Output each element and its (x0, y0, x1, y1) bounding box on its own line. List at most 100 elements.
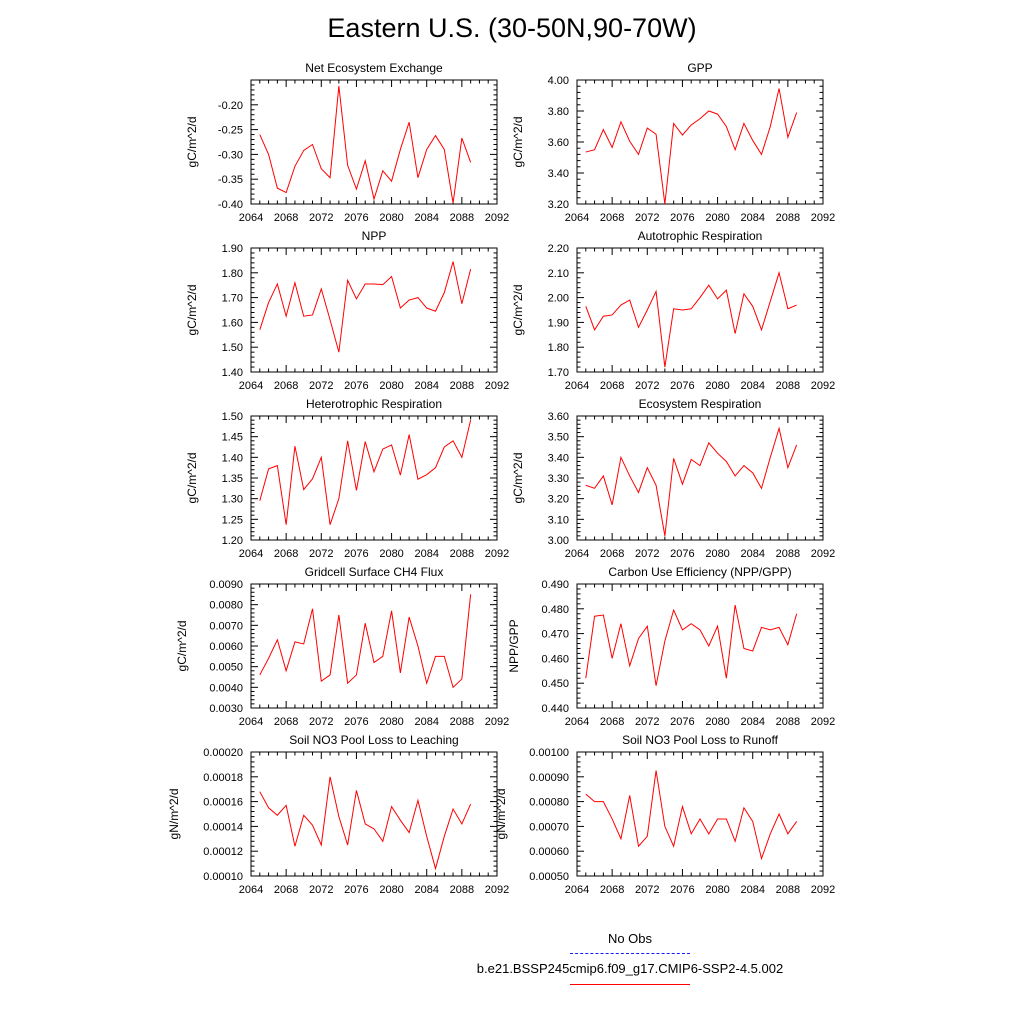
x-tick-label: 2084 (414, 212, 438, 224)
x-tick-label: 2092 (811, 212, 835, 224)
legend-case-label: b.e21.BSSP245cmip6.f09_g17.CMIP6-SSP2-4.… (476, 961, 784, 976)
y-tick-label: 1.40 (222, 452, 243, 464)
y-tick-label: 1.90 (548, 317, 569, 329)
x-tick-label: 2092 (485, 548, 509, 560)
y-tick-label: 1.50 (222, 411, 243, 423)
series-line (585, 270, 797, 368)
y-tick-label: 0.00014 (203, 821, 243, 833)
x-tick-label: 2088 (450, 716, 474, 728)
series-line (585, 770, 798, 861)
y-axis-label: gN/m^2/d (167, 789, 181, 840)
chart-panel-7: Gridcell Surface CH4 Flux gC/m^2/d 2064 206… (175, 565, 509, 728)
x-tick-label: 2072 (309, 212, 333, 224)
x-tick-label: 2064 (239, 380, 263, 392)
y-tick-label: 1.20 (222, 535, 243, 547)
y-tick-label: 3.50 (548, 432, 569, 444)
chart-panel-6: Ecosystem Respiration gC/m^2/d 2064 2068 207… (511, 397, 835, 560)
series-line (259, 776, 472, 871)
plot-frame (576, 415, 824, 541)
x-tick-label: 2092 (811, 548, 835, 560)
x-tick-label: 2088 (776, 884, 800, 896)
y-tick-label: 1.80 (548, 342, 569, 354)
x-tick-label: 2068 (274, 884, 298, 896)
y-axis-label: gC/m^2/d (185, 117, 199, 168)
y-tick-label: 0.450 (541, 678, 569, 690)
x-tick-label: 2076 (344, 884, 368, 896)
chart-panel-10: Soil NO3 Pool Loss to Runoff gN/m^2/d 2064… (494, 733, 835, 896)
plot-frame (576, 247, 824, 373)
y-tick-label: 0.00020 (203, 747, 243, 759)
y-tick-label: 0.440 (541, 703, 569, 715)
x-tick-label: 2080 (705, 380, 729, 392)
x-tick-label: 2084 (740, 380, 764, 392)
x-tick-label: 2072 (635, 212, 659, 224)
y-tick-label: 0.0050 (209, 662, 243, 674)
chart-panel-4: Autotrophic Respiration gC/m^2/d 2064 2068 2… (511, 229, 835, 392)
y-tick-label: 0.0090 (209, 579, 243, 591)
x-tick-label: 2092 (811, 716, 835, 728)
x-tick-label: 2068 (600, 884, 624, 896)
y-tick-label: 0.490 (541, 579, 569, 591)
x-tick-label: 2072 (309, 884, 333, 896)
x-tick-label: 2068 (274, 716, 298, 728)
x-tick-label: 2088 (450, 884, 474, 896)
chart-title: Soil NO3 Pool Loss to Runoff (622, 733, 779, 747)
y-tick-label: 0.0070 (209, 620, 243, 632)
y-tick-label: 3.30 (548, 473, 569, 485)
x-tick-label: 2076 (344, 380, 368, 392)
series-line (259, 261, 472, 353)
y-axis-label: gC/m^2/d (185, 453, 199, 504)
x-tick-label: 2080 (379, 548, 403, 560)
x-tick-label: 2080 (705, 212, 729, 224)
x-tick-label: 2080 (705, 548, 729, 560)
x-tick-label: 2084 (414, 380, 438, 392)
x-tick-label: 2084 (414, 716, 438, 728)
y-tick-label: 0.00090 (529, 772, 569, 784)
x-tick-label: 2064 (239, 212, 263, 224)
x-tick-label: 2068 (600, 212, 624, 224)
y-axis-label: gC/m^2/d (511, 117, 525, 168)
x-tick-label: 2068 (274, 212, 298, 224)
x-tick-label: 2064 (239, 884, 263, 896)
chart-title: Ecosystem Respiration (639, 397, 762, 411)
chart-title: Gridcell Surface CH4 Flux (305, 565, 444, 579)
x-tick-label: 2084 (740, 548, 764, 560)
plot-frame (250, 415, 498, 541)
x-tick-label: 2076 (670, 212, 694, 224)
y-tick-label: 1.80 (222, 268, 243, 280)
y-tick-label: -0.35 (218, 174, 243, 186)
x-tick-label: 2080 (705, 884, 729, 896)
y-tick-label: 4.00 (548, 75, 569, 87)
series-line (585, 426, 798, 536)
y-tick-label: 0.0040 (209, 682, 243, 694)
x-tick-label: 2072 (309, 380, 333, 392)
series-line (585, 604, 798, 686)
y-tick-label: 0.00100 (529, 747, 569, 759)
y-tick-label: 1.60 (222, 317, 243, 329)
x-tick-label: 2076 (344, 548, 368, 560)
x-tick-label: 2088 (776, 380, 800, 392)
x-tick-label: 2092 (811, 380, 835, 392)
y-axis-label: gC/m^2/d (511, 453, 525, 504)
y-tick-label: 1.90 (222, 243, 243, 255)
y-tick-label: 3.80 (548, 106, 569, 118)
series-line (585, 88, 798, 205)
y-tick-label: 0.00010 (203, 871, 243, 883)
y-tick-label: -0.20 (218, 100, 243, 112)
y-tick-label: 1.70 (548, 367, 569, 379)
chart-title: Soil NO3 Pool Loss to Leaching (289, 733, 458, 747)
y-tick-label: -0.30 (218, 149, 243, 161)
y-tick-label: 3.40 (548, 168, 569, 180)
y-tick-label: 1.30 (222, 494, 243, 506)
y-tick-label: 3.10 (548, 514, 569, 526)
x-tick-label: 2076 (670, 884, 694, 896)
x-tick-label: 2092 (485, 212, 509, 224)
y-tick-label: 0.470 (541, 629, 569, 641)
y-tick-label: 1.35 (222, 473, 243, 485)
legend-case-line (570, 984, 690, 985)
x-tick-label: 2080 (379, 716, 403, 728)
x-tick-label: 2072 (635, 716, 659, 728)
y-tick-label: 0.00018 (203, 772, 243, 784)
x-tick-label: 2076 (670, 380, 694, 392)
